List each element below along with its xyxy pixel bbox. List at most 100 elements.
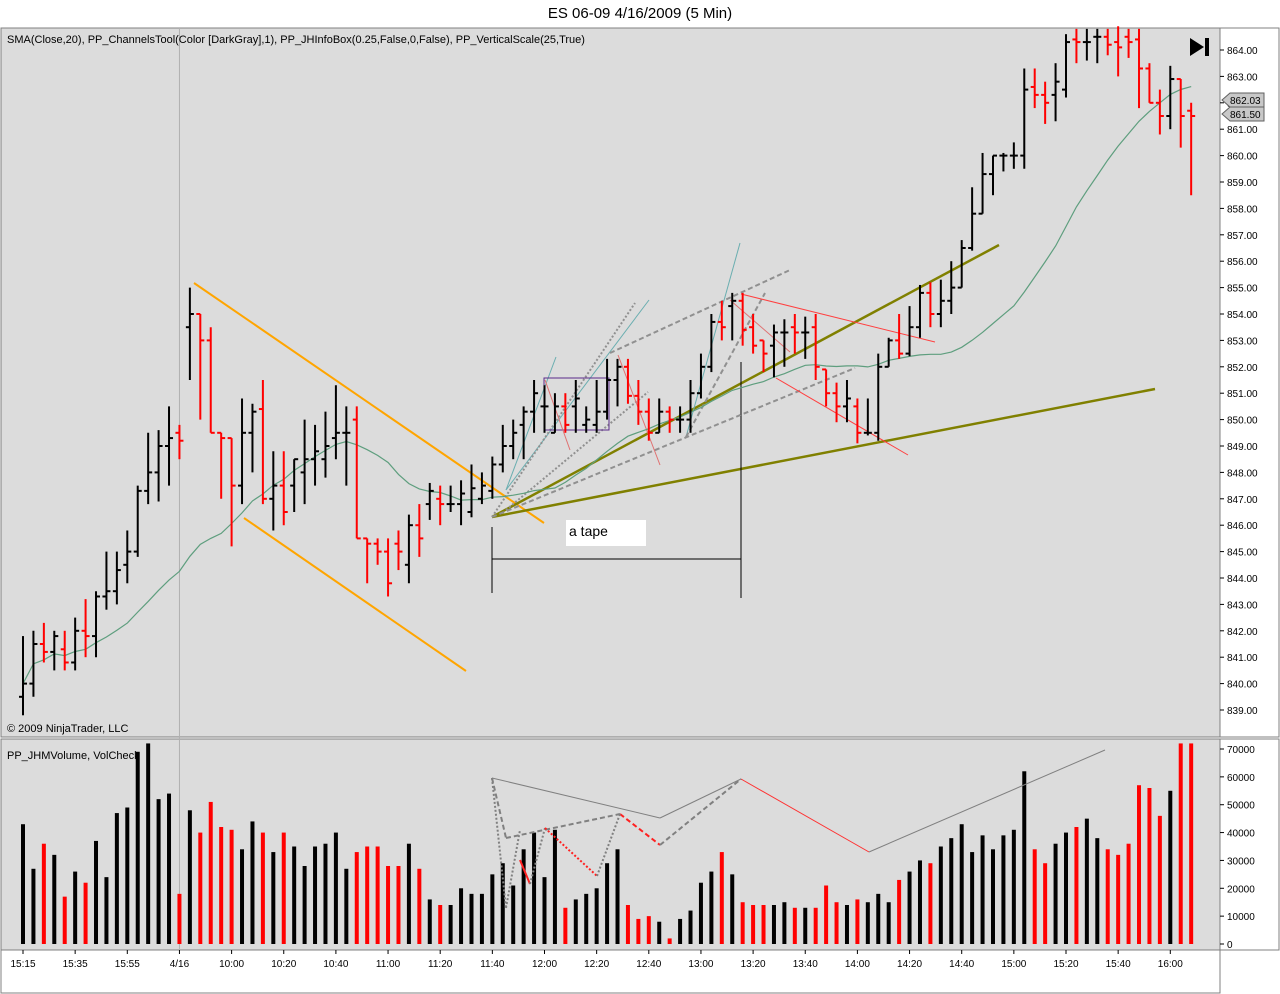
dotted-fan-line[interactable] <box>505 391 649 511</box>
ohlc-bar <box>582 406 591 433</box>
time-axis-area[interactable] <box>0 949 1221 994</box>
volume-trend-line[interactable] <box>505 829 521 909</box>
volume-tick-label: 0 <box>1227 940 1233 951</box>
volume-bar <box>521 849 526 944</box>
dashed-fan-line[interactable] <box>685 292 766 438</box>
ohlc-bar <box>707 314 716 373</box>
dashed-fan-line[interactable] <box>491 367 856 518</box>
volume-bar <box>292 846 297 944</box>
volume-bar <box>625 905 630 944</box>
time-tick-label: 13:00 <box>688 959 713 970</box>
price-panel[interactable] <box>0 27 1221 738</box>
volume-bar <box>83 882 88 944</box>
red-trend-line[interactable] <box>740 293 936 343</box>
volume-trend-line[interactable] <box>505 813 621 839</box>
jump-to-end-icon[interactable] <box>1190 38 1209 56</box>
volume-bar <box>844 905 849 944</box>
volume-bar <box>657 921 662 944</box>
ohlc-bar <box>603 358 612 420</box>
price-bars <box>19 26 1196 716</box>
volume-bar <box>907 871 912 944</box>
volume-bar <box>1105 849 1110 944</box>
ohlc-bar <box>81 599 90 658</box>
time-tick-label: 11:40 <box>480 959 505 970</box>
volume-bar <box>438 905 443 944</box>
channel-upper-line[interactable] <box>193 282 545 524</box>
ohlc-bar <box>728 292 737 341</box>
volume-bar <box>928 863 933 944</box>
channel-lower-line[interactable] <box>243 517 467 672</box>
ohlc-bar <box>696 353 705 399</box>
ohlc-bar <box>363 537 372 584</box>
volume-bar <box>187 810 192 944</box>
volume-trend-line[interactable] <box>619 813 661 846</box>
fan-line[interactable] <box>505 356 557 491</box>
dotted-fan-line[interactable] <box>491 302 636 518</box>
ohlc-bar <box>196 313 205 420</box>
volume-bar <box>751 905 756 944</box>
ohlc-bar <box>1135 28 1144 109</box>
ohlc-bar <box>279 451 288 526</box>
ohlc-bar <box>488 456 497 499</box>
price-tick-label: 845.00 <box>1227 548 1258 559</box>
red-trend-line[interactable] <box>775 377 909 456</box>
time-tick-label: 15:15 <box>10 959 35 970</box>
volume-trend-line[interactable] <box>659 778 742 819</box>
volume-trend-line[interactable] <box>519 859 531 885</box>
volume-bars <box>21 743 1194 944</box>
volume-bar <box>730 874 735 944</box>
time-tick-label: 12:40 <box>636 959 661 970</box>
fan-line[interactable] <box>505 299 650 491</box>
time-tick-label: 15:40 <box>1106 959 1131 970</box>
ohlc-bar <box>686 380 695 433</box>
red-trend-line[interactable] <box>729 299 791 353</box>
ohlc-bar <box>1155 89 1164 135</box>
volume-trend-line[interactable] <box>491 777 507 909</box>
ohlc-bar <box>884 337 893 368</box>
ohlc-bar <box>988 154 997 196</box>
volume-tick-label: 40000 <box>1227 829 1255 840</box>
fan-line[interactable] <box>685 242 741 438</box>
price-marker-low: 861.50 <box>1221 106 1265 122</box>
volume-bar <box>970 852 975 944</box>
volume-drawings <box>491 749 1106 909</box>
volume-trend-line[interactable] <box>868 749 1106 853</box>
copyright-label: © 2009 NinjaTrader, LLC <box>7 723 128 735</box>
dashed-fan-line[interactable] <box>609 269 791 354</box>
price-axis-area[interactable] <box>1219 27 1280 738</box>
volume-trend-line[interactable] <box>491 777 507 839</box>
volume-bar <box>459 888 464 944</box>
ohlc-bar <box>248 403 257 473</box>
ohlc-bar <box>436 485 445 526</box>
volume-bar <box>792 907 797 944</box>
volume-bar <box>990 849 995 944</box>
volume-bar <box>396 866 401 944</box>
olive-lower-line[interactable] <box>491 387 1156 519</box>
ohlc-bar <box>1145 63 1154 104</box>
ohlc-bar <box>206 327 215 434</box>
ohlc-bar <box>936 279 945 328</box>
volume-trend-line[interactable] <box>659 778 742 846</box>
volume-panel[interactable] <box>0 738 1221 951</box>
olive-upper-line[interactable] <box>491 243 1000 519</box>
volume-bar <box>125 807 130 944</box>
volume-trend-line[interactable] <box>529 827 546 885</box>
volume-bar <box>542 877 547 944</box>
time-tick-label: 15:20 <box>1053 959 1078 970</box>
volume-bar <box>104 877 109 944</box>
volume-bar <box>1126 843 1131 944</box>
volume-trend-line[interactable] <box>491 777 661 819</box>
ohlc-bar <box>895 314 904 359</box>
volume-trend-line[interactable] <box>740 778 870 853</box>
price-tick-label: 863.00 <box>1227 72 1258 83</box>
ohlc-bar <box>185 287 194 380</box>
volume-axis-area[interactable] <box>1219 738 1280 951</box>
volume-bar <box>1137 785 1142 944</box>
svg-text:861.50: 861.50 <box>1230 110 1261 121</box>
ohlc-bar <box>50 630 59 671</box>
volume-bar <box>365 846 370 944</box>
red-trend-line[interactable] <box>544 379 571 451</box>
volume-trend-line[interactable] <box>596 813 621 877</box>
time-tick-label: 13:20 <box>741 959 766 970</box>
